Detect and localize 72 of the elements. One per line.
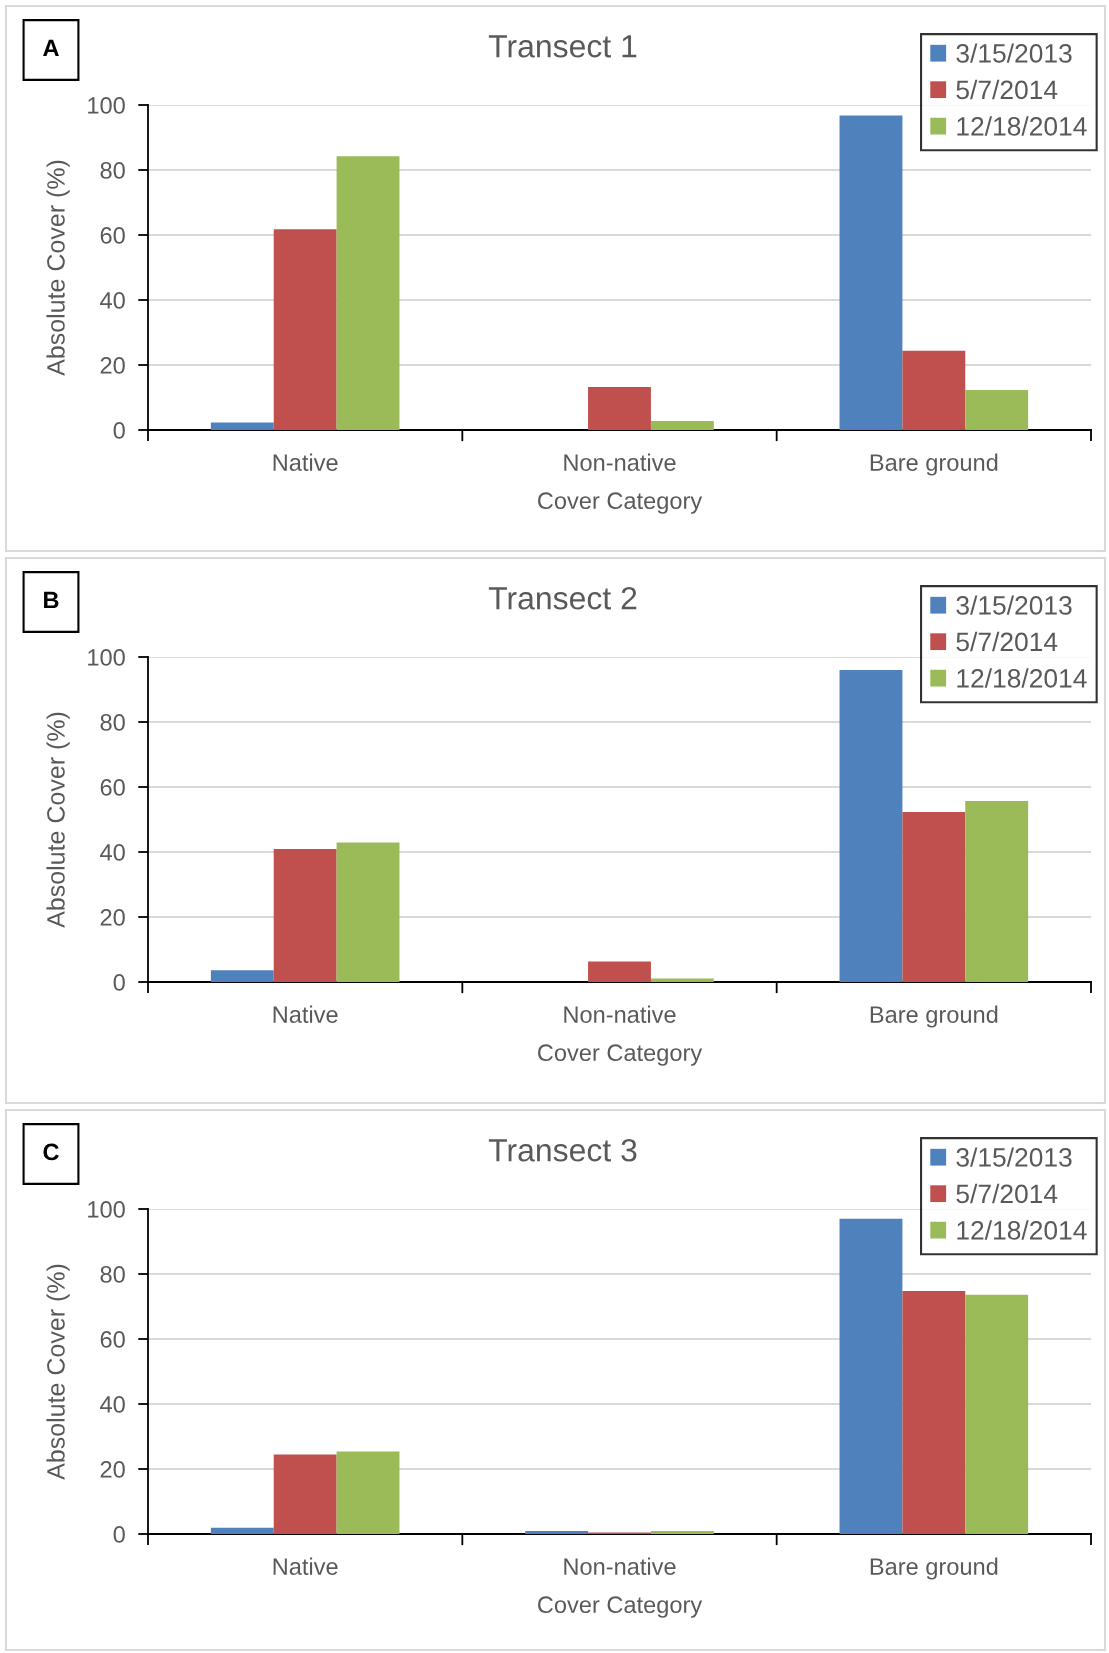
legend-label: 5/7/2014 [956,1183,1058,1204]
bar [588,387,651,430]
y-tick-label: 40 [100,1396,125,1413]
bar [336,842,400,982]
text: B [44,591,59,609]
legend-label: 12/18/2014 [957,116,1087,136]
y-tick-label: 80 [100,162,125,179]
bar [965,800,1029,982]
y-tick-label: 0 [113,974,125,991]
text: A [43,39,59,57]
x-tick-label: Non-native [564,453,676,471]
x-axis-title: Cover Category [538,1044,703,1066]
y-tick-label: 100 [88,649,125,666]
chart-title: Transect 1 [488,35,637,58]
y-tick-label: 20 [100,357,125,374]
bar [588,961,651,982]
bar [336,1451,400,1534]
y-axis-title: Absolute Cover (%) [46,160,70,376]
bar [650,1531,714,1534]
x-tick-label: Non-native [564,1557,676,1575]
bar [902,812,966,982]
bar [965,390,1029,430]
y-tick-label: 0 [113,422,125,439]
legend-label: 12/18/2014 [957,1220,1087,1240]
bar [839,670,903,982]
bar [650,978,714,982]
bar [839,115,903,430]
legend-label: 5/7/2014 [956,631,1058,652]
x-tick-label: Bare ground [870,1005,998,1028]
legend-label: 3/15/2013 [956,595,1072,615]
x-tick-label: Native [273,1005,338,1023]
y-tick-label: 80 [100,714,125,731]
y-tick-label: 40 [100,844,125,861]
legend-label: 3/15/2013 [956,1147,1072,1167]
y-tick-label: 60 [100,227,125,244]
y-axis-title: Absolute Cover (%) [46,1264,70,1480]
chart-title: Transect 2 [488,586,637,610]
y-tick-label: 60 [100,779,125,796]
legend-label: 5/7/2014 [956,79,1058,100]
bar [650,420,714,430]
y-tick-label: 20 [100,909,125,926]
text: C [43,1143,59,1161]
y-tick-label: 100 [88,1201,125,1218]
x-tick-label: Non-native [564,1005,676,1023]
y-tick-label: 100 [88,97,125,114]
y-tick-label: 60 [100,1331,125,1348]
y-tick-label: 20 [100,1461,125,1478]
y-tick-label: 0 [113,1526,125,1543]
bar [273,849,337,982]
bar [525,1531,589,1534]
legend-label: 12/18/2014 [957,668,1087,688]
y-axis-title: Absolute Cover (%) [46,712,70,928]
x-axis-title: Cover Category [538,492,703,514]
x-tick-label: Native [273,453,338,471]
bar [210,1527,274,1534]
bar [336,156,400,430]
bar [839,1218,903,1534]
chart-title: Transect 3 [488,1138,637,1162]
bar [273,229,337,430]
legend-label: 3/15/2013 [956,43,1072,63]
y-tick-label: 80 [100,1266,125,1283]
bar [210,970,274,982]
bar [902,350,966,430]
x-tick-label: Bare ground [870,1557,998,1580]
x-tick-label: Bare ground [870,453,998,476]
x-tick-label: Native [273,1557,338,1575]
bar [273,1454,337,1534]
bar [965,1294,1029,1534]
bar [902,1290,966,1534]
y-tick-label: 40 [100,292,125,309]
x-axis-title: Cover Category [538,1596,703,1618]
bar [210,422,274,430]
